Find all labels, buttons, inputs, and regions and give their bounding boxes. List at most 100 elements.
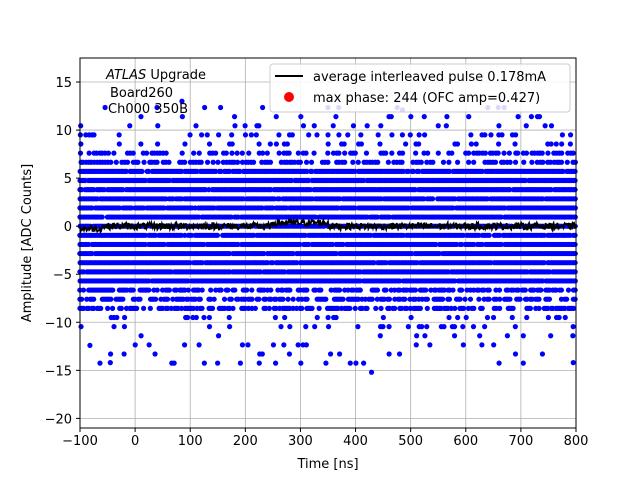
data-point [481, 287, 487, 293]
data-point [201, 314, 207, 321]
data-point [355, 324, 361, 330]
data-point [471, 159, 477, 165]
data-point [289, 132, 295, 138]
data-point [302, 232, 308, 238]
data-point [347, 305, 353, 311]
data-point [267, 159, 274, 165]
data-point [562, 314, 568, 321]
data-point [513, 132, 519, 138]
data-point [242, 132, 249, 138]
data-point [541, 260, 547, 266]
data-point [237, 360, 243, 366]
data-point [187, 132, 193, 138]
data-point [380, 324, 386, 330]
data-point [153, 296, 159, 302]
data-point [564, 159, 570, 165]
data-point [273, 305, 279, 311]
data-point [515, 114, 521, 120]
data-point [572, 205, 578, 211]
data-point [111, 150, 117, 156]
data-point [350, 159, 356, 165]
data-point [239, 150, 245, 156]
data-point [363, 150, 370, 156]
data-point [374, 214, 381, 220]
data-point [545, 150, 551, 156]
data-point [570, 305, 577, 311]
y-tick-label: 5 [64, 172, 72, 187]
data-point [185, 287, 191, 293]
data-point [407, 132, 413, 138]
data-point [259, 104, 266, 111]
data-point [402, 296, 408, 302]
data-point [182, 159, 188, 165]
data-point [403, 141, 409, 147]
y-tick-label: −10 [45, 316, 72, 331]
data-point [466, 159, 472, 165]
data-point [99, 214, 105, 220]
data-point [281, 269, 288, 275]
data-point [306, 132, 312, 138]
data-point [512, 324, 518, 330]
data-point [253, 132, 259, 138]
data-point [457, 296, 463, 302]
data-point [250, 159, 257, 165]
y-axis-label: Amplitude [ADC Counts] [20, 164, 35, 322]
data-point [276, 132, 282, 138]
data-point [108, 159, 114, 165]
y-tick-label: 10 [55, 124, 72, 139]
data-point [446, 159, 452, 165]
data-point [130, 287, 136, 293]
data-point [211, 296, 217, 302]
data-point [364, 305, 370, 311]
data-point [201, 360, 207, 366]
data-point [467, 296, 474, 302]
data-point [102, 104, 108, 111]
data-point [496, 360, 502, 366]
data-point [295, 342, 301, 348]
data-point [263, 296, 269, 302]
data-point [216, 132, 222, 138]
data-point [564, 296, 570, 302]
data-point [388, 114, 394, 120]
data-point [259, 351, 265, 357]
data-point [278, 324, 284, 330]
data-point [280, 296, 286, 302]
data-point [572, 232, 578, 238]
data-point [299, 305, 305, 311]
data-point [477, 333, 483, 339]
data-point [507, 159, 513, 165]
data-point [389, 150, 395, 156]
annotation-upgrade: Upgrade [146, 68, 206, 83]
data-point [144, 150, 150, 156]
data-point [234, 150, 240, 156]
data-point [325, 159, 331, 165]
data-point [539, 150, 545, 156]
data-point [523, 150, 530, 156]
data-point [323, 360, 329, 366]
data-point [325, 141, 331, 147]
data-point [413, 342, 419, 348]
data-point [572, 214, 578, 220]
data-point [105, 305, 111, 311]
data-point [223, 150, 229, 156]
data-point [273, 141, 279, 147]
data-point [404, 305, 410, 311]
data-point [495, 141, 502, 147]
data-point [425, 150, 431, 156]
data-point [397, 287, 403, 293]
data-point [358, 141, 365, 147]
data-point [422, 333, 428, 339]
data-point [121, 314, 128, 321]
data-point [416, 141, 422, 147]
data-point [527, 305, 533, 311]
data-point [342, 159, 348, 165]
data-point [273, 114, 279, 120]
data-point [152, 351, 158, 357]
data-point [139, 168, 145, 175]
data-point [204, 159, 211, 165]
data-point [290, 296, 296, 302]
data-point [507, 296, 513, 302]
data-point [295, 150, 301, 156]
data-point [217, 104, 224, 111]
